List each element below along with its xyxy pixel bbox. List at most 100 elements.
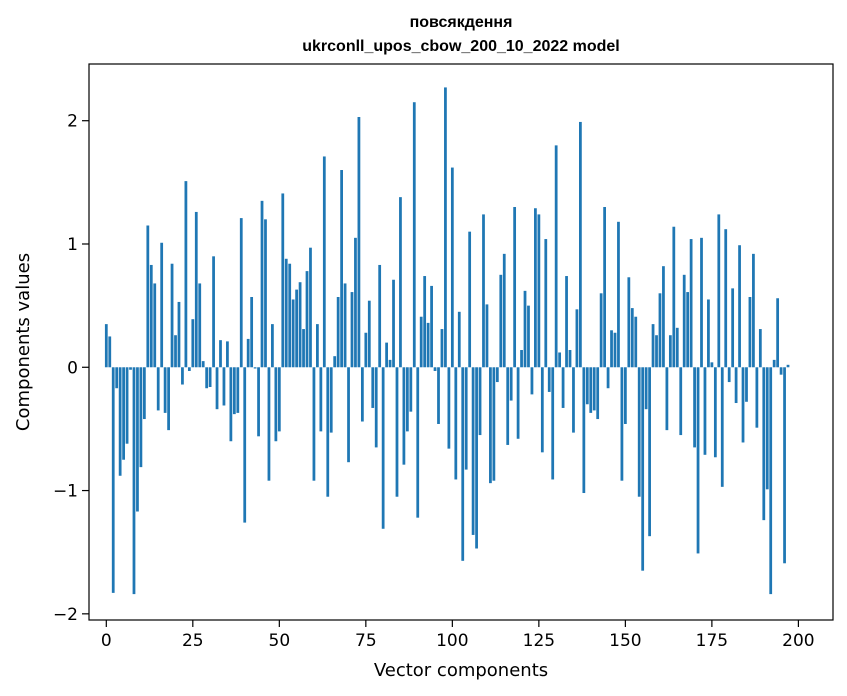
bar <box>755 367 759 428</box>
bar <box>603 207 606 368</box>
bar <box>779 367 783 375</box>
bar <box>232 367 236 415</box>
bar <box>765 367 769 490</box>
bar <box>769 367 773 595</box>
y-axis-label: Components values <box>13 253 34 431</box>
bar <box>540 367 544 453</box>
bar <box>118 367 122 476</box>
bar <box>174 335 177 368</box>
bar <box>648 367 651 537</box>
bar <box>219 340 222 368</box>
bar <box>672 226 676 368</box>
x-tick-label: 200 <box>782 631 814 651</box>
bar <box>298 282 302 368</box>
bar <box>471 367 475 535</box>
bar <box>752 253 755 368</box>
bar <box>291 299 295 368</box>
x-tick-label: 75 <box>355 631 377 651</box>
bar <box>662 266 665 368</box>
x-tick-label: 100 <box>436 631 468 651</box>
bar <box>312 367 316 481</box>
bar <box>651 324 655 368</box>
bar <box>160 242 164 368</box>
bar <box>579 121 582 368</box>
bar <box>194 211 198 368</box>
bar <box>596 367 600 420</box>
bar <box>554 145 558 368</box>
bar <box>385 342 388 368</box>
bar <box>492 367 496 481</box>
bar <box>668 335 672 368</box>
bar <box>637 367 641 497</box>
bar <box>776 298 780 368</box>
bar <box>423 276 427 368</box>
bar <box>440 329 444 368</box>
bar <box>506 367 510 445</box>
bar <box>153 283 157 368</box>
bar <box>205 367 209 389</box>
bar <box>686 292 690 368</box>
bar <box>222 367 226 406</box>
bar <box>347 367 350 463</box>
bar <box>610 330 613 368</box>
bar <box>665 367 669 431</box>
bar <box>617 221 620 368</box>
bar <box>537 214 541 368</box>
bar <box>748 297 752 368</box>
bar <box>689 239 693 368</box>
bar <box>502 253 506 368</box>
bar <box>374 367 378 448</box>
bar <box>454 367 458 480</box>
bar <box>426 322 430 368</box>
bar <box>437 367 440 424</box>
bar <box>430 285 433 368</box>
y-tick-label: 1 <box>67 235 78 255</box>
bar <box>322 156 326 368</box>
bar <box>558 352 562 368</box>
bar <box>675 327 679 368</box>
bar <box>226 341 229 368</box>
bar <box>772 359 776 368</box>
y-tick-label: −1 <box>53 482 78 502</box>
x-tick-label: 0 <box>101 631 112 651</box>
bar <box>115 367 119 389</box>
bar <box>713 367 717 458</box>
bar <box>257 367 260 437</box>
bar <box>634 316 638 368</box>
bar <box>783 367 786 564</box>
bar <box>316 324 319 368</box>
bar <box>260 200 264 368</box>
bar <box>741 367 745 443</box>
bar <box>156 367 160 411</box>
bar <box>468 231 472 368</box>
bar <box>111 367 115 593</box>
bar <box>547 367 551 392</box>
bar <box>302 329 305 368</box>
bar <box>696 367 700 554</box>
bar <box>360 367 364 422</box>
bar <box>734 367 738 404</box>
bar <box>329 367 333 433</box>
bar <box>246 338 250 368</box>
bar <box>184 181 188 368</box>
bar <box>623 367 627 424</box>
bar <box>693 367 696 448</box>
bar <box>191 319 195 368</box>
bar <box>305 271 309 368</box>
x-tick-label: 175 <box>696 631 728 651</box>
bar <box>447 367 451 449</box>
bar <box>599 293 603 368</box>
x-tick-label: 25 <box>182 631 204 651</box>
bar <box>682 274 686 368</box>
y-tick-label: 2 <box>67 112 78 132</box>
bar <box>108 336 112 368</box>
bar <box>727 367 731 383</box>
bar <box>309 247 312 368</box>
bar <box>146 225 150 368</box>
y-axis-ticks: −2 −1 0 1 2 <box>53 112 89 625</box>
bar <box>125 367 129 444</box>
bar <box>187 367 191 371</box>
bar <box>731 288 735 368</box>
bar <box>371 367 375 408</box>
bar <box>499 274 503 368</box>
